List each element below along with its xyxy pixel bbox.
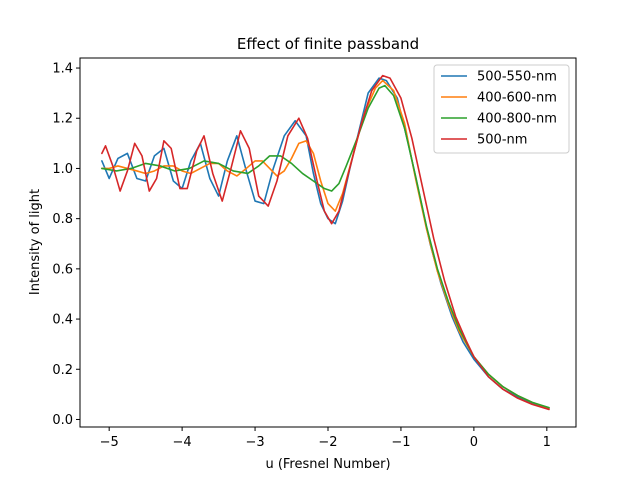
legend-label-1: 400-600-nm (477, 91, 557, 106)
y-tick-label: 0.0 (52, 413, 73, 428)
x-axis: −5 −4 −3 −2 −1 0 1 (100, 427, 551, 450)
x-axis-label: u (Fresnel Number) (265, 457, 390, 472)
x-tick-label: −3 (245, 435, 264, 450)
legend-label-2: 400-800-nm (477, 112, 557, 127)
y-axis-label: Intensity of light (28, 189, 43, 295)
series-group (101, 74, 550, 411)
legend-label-0: 500-550-nm (477, 70, 557, 85)
legend-box (433, 64, 570, 154)
x-tick-label: 0 (470, 435, 478, 450)
y-tick-label: 0.6 (52, 262, 73, 277)
x-tick-label: 1 (543, 435, 551, 450)
y-tick-label: 1.2 (52, 112, 73, 127)
y-axis: 0.0 0.2 0.4 0.6 0.8 1.0 1.2 1.4 (52, 62, 80, 428)
legend-label-3: 500-nm (477, 133, 527, 148)
x-tick-label: −1 (391, 435, 410, 450)
series-line-3 (101, 74, 550, 411)
y-tick-label: 1.4 (52, 62, 73, 77)
y-tick-label: 0.2 (52, 363, 73, 378)
x-tick-label: −4 (173, 435, 192, 450)
y-tick-label: 0.4 (52, 313, 73, 328)
chart-title: Effect of finite passband (237, 35, 419, 53)
y-tick-label: 0.8 (52, 212, 73, 227)
x-tick-label: −5 (100, 435, 119, 450)
legend: 500-550-nm 400-600-nm 400-800-nm 500-nm (433, 64, 570, 154)
x-tick-label: −2 (318, 435, 337, 450)
y-tick-label: 1.0 (52, 162, 73, 177)
